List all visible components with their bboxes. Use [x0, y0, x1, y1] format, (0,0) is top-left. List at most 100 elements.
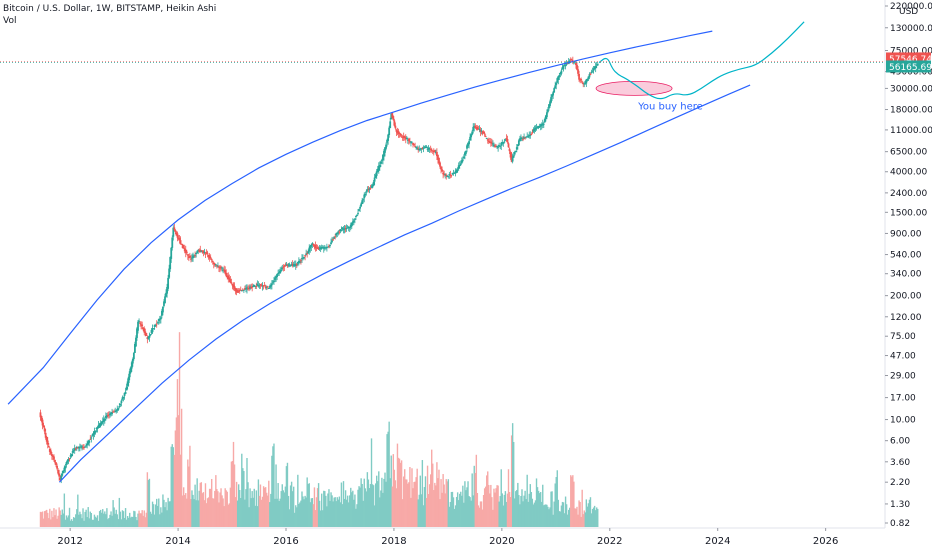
candle-body — [93, 431, 96, 435]
candle-body — [477, 128, 480, 130]
candle-body — [253, 284, 256, 286]
volume-bar — [442, 474, 444, 527]
previous-close-badge-bg — [886, 60, 931, 73]
volume-bar — [378, 471, 380, 527]
candle-body — [245, 288, 247, 290]
volume-bar — [143, 510, 145, 527]
volume-bar — [354, 494, 356, 527]
candle-body — [228, 277, 231, 280]
volume-bar — [298, 503, 300, 527]
volume-bar — [482, 495, 485, 527]
candle-body — [422, 147, 425, 149]
volume-bar — [126, 516, 129, 527]
volume-bar — [449, 501, 452, 527]
volume-bar — [68, 507, 71, 527]
candle-body — [152, 328, 155, 330]
volume-bar — [317, 483, 320, 527]
volume-bar — [514, 498, 516, 527]
candle-body — [426, 148, 429, 150]
volume-bar — [181, 495, 184, 527]
candle-body — [531, 131, 534, 133]
candle-body — [342, 228, 345, 230]
volume-bar — [286, 462, 289, 527]
projection-path — [598, 21, 805, 100]
candle-body — [374, 174, 377, 178]
candle-body — [324, 247, 327, 249]
candle-body — [592, 68, 595, 71]
candle-body — [263, 285, 266, 287]
volume-bar — [532, 504, 535, 527]
volume-bar — [105, 514, 107, 527]
y-tick-label: 18000.00 — [890, 106, 932, 116]
candle-body — [198, 249, 201, 252]
volume-bar — [92, 519, 95, 527]
candle-body — [535, 127, 538, 129]
volume-bar — [499, 496, 501, 527]
volume-bar — [67, 515, 70, 527]
volume-bar — [505, 501, 508, 527]
candle-body — [77, 446, 80, 449]
candle-body — [472, 126, 475, 131]
candle-body — [222, 269, 225, 271]
candle-body — [391, 112, 394, 118]
candle-body — [227, 275, 230, 279]
candle-body — [587, 76, 590, 80]
volume-bar — [296, 507, 298, 527]
candle-body — [303, 257, 305, 259]
volume-bar — [248, 507, 250, 527]
volume-bar — [523, 495, 525, 527]
candle-body — [175, 232, 178, 236]
candle-body — [137, 321, 139, 331]
volume-bar — [422, 505, 425, 527]
candle-body — [151, 327, 154, 333]
volume-bar — [349, 495, 351, 527]
volume-bar — [407, 483, 409, 527]
volume-bar — [193, 499, 195, 527]
candle-body — [581, 81, 584, 83]
candle-body — [385, 144, 387, 149]
volume-bar — [114, 513, 116, 527]
buy-zone-ellipse — [595, 81, 673, 96]
candle-body — [488, 141, 491, 143]
volume-bar — [576, 506, 578, 527]
candle-body — [444, 173, 447, 175]
candle-body — [43, 427, 46, 432]
candle-body — [461, 159, 464, 161]
volume-bar — [41, 511, 44, 527]
volume-bar — [233, 464, 236, 527]
volume-bar — [465, 490, 467, 527]
y-tick-label: 29.00 — [890, 372, 916, 382]
volume-bar — [295, 505, 297, 527]
candle-body — [69, 455, 72, 457]
y-tick-label: 6500.00 — [890, 148, 927, 158]
candle-body — [144, 331, 147, 334]
volume-bar — [115, 509, 117, 527]
volume-bar — [519, 504, 521, 527]
x-tick-label: 2020 — [489, 536, 514, 547]
volume-bar — [194, 484, 196, 527]
volume-bar — [437, 478, 439, 527]
candle-body — [318, 247, 321, 249]
candle-body — [238, 289, 241, 291]
candle-body — [335, 233, 338, 236]
candle-body — [473, 126, 476, 128]
candle-body — [545, 112, 548, 118]
y-tick-label: 200.00 — [890, 292, 922, 302]
volume-bar — [426, 465, 429, 527]
candle-body — [177, 237, 180, 239]
volume-bar — [509, 497, 512, 527]
volume-bar — [157, 505, 159, 527]
volume-bar — [217, 491, 219, 527]
candle-body — [553, 88, 556, 93]
volume-bar — [255, 490, 258, 527]
candle-body — [344, 227, 347, 229]
volume-bar — [500, 469, 502, 527]
candle-body — [350, 222, 353, 227]
volume-bar — [209, 488, 212, 527]
candle-body — [520, 137, 522, 139]
volume-bar — [167, 497, 169, 527]
candle-body — [357, 212, 359, 214]
candle-body — [523, 136, 525, 139]
candle-body — [257, 285, 260, 287]
